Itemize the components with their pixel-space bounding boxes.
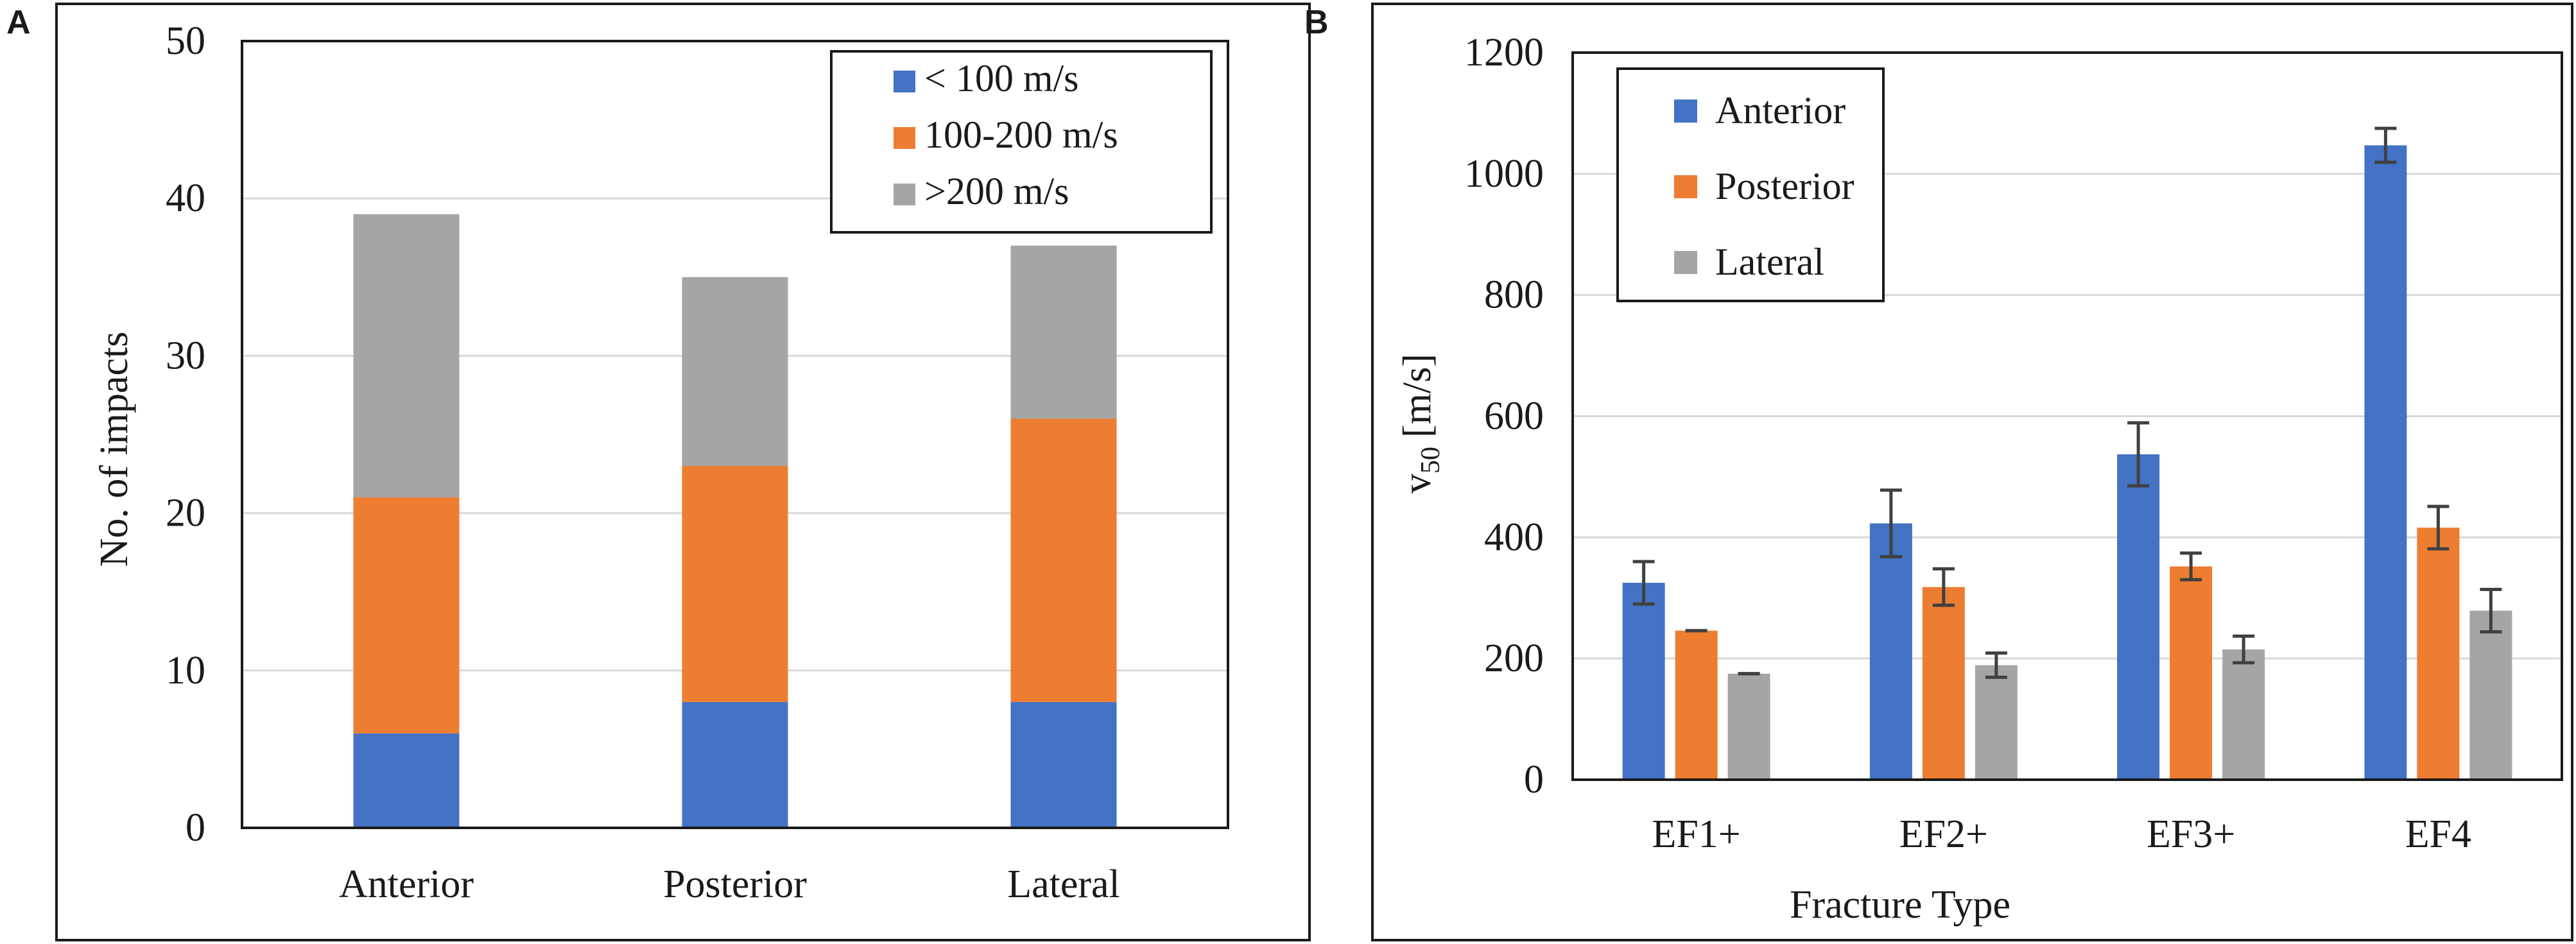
panel-a-y-tick-label: 0: [186, 806, 205, 850]
panel-a-bar-segment: [1010, 701, 1117, 828]
panel-a-bar-segment: [682, 277, 788, 467]
panel-a-legend-label: < 100 m/s: [924, 57, 1079, 99]
panel-b-bar: [1622, 583, 1665, 780]
panel-b-x-tick-label: EF2+: [1899, 812, 1988, 856]
panel-a-y-tick-label: 30: [166, 334, 205, 377]
panel-b-bar: [1922, 587, 1965, 780]
panel-a-legend-label: 100-200 m/s: [924, 114, 1118, 156]
panel-b-bar: [2364, 145, 2407, 780]
panel-b-y-axis-label-main: v: [1396, 474, 1439, 493]
panel-a-y-tick-label: 20: [166, 492, 205, 535]
panel-b-legend-label: Anterior: [1715, 89, 1846, 132]
panel-b-y-tick-label: 1200: [1464, 31, 1544, 74]
panel-a-bar-segment: [682, 701, 788, 828]
panel-b-bar: [1975, 665, 2018, 780]
panel-b-x-tick-label: EF3+: [2147, 812, 2235, 856]
panel-a-legend-swatch: [894, 184, 915, 205]
panel-b-y-ticks: 0 200 400 600 800 1000 1200: [1464, 31, 1544, 802]
panel-b-legend-swatch: [1674, 175, 1697, 198]
panel-a: A 0 10 20 30 40 50 Anterior Posterior Lateral N…: [6, 3, 1311, 941]
panel-a-bar-segment: [353, 497, 460, 734]
panel-a-plot-area: [241, 40, 1229, 829]
panel-b-error-bars: [1632, 126, 2502, 679]
panel-b-y-axis-label-sub: 50: [1416, 447, 1446, 474]
panel-b-legend-box: [1616, 67, 1885, 302]
panel-a-x-tick-label: Anterior: [339, 862, 474, 906]
panel-a-x-tick-label: Posterior: [663, 862, 807, 906]
panel-b-bar: [1675, 630, 1718, 780]
panel-b-legend-swatch: [1674, 99, 1697, 123]
panel-a-bar-segment: [1010, 245, 1117, 419]
panel-b-y-tick-label: 800: [1484, 273, 1544, 317]
panel-b-y-tick-label: 600: [1484, 395, 1544, 438]
panel-b-bar: [2469, 610, 2512, 780]
panel-b-letter: B: [1304, 4, 1329, 41]
panel-b-bar: [2117, 454, 2160, 780]
panel-b-y-tick-label: 200: [1484, 637, 1544, 680]
panel-b-x-tick-label: EF4: [2405, 812, 2471, 856]
panel-b-legend-label: Posterior: [1715, 165, 1854, 207]
panel-b-bar: [1869, 523, 1912, 780]
panel-b-x-tick-label: EF1+: [1652, 812, 1740, 856]
panel-a-legend-swatch: [894, 71, 915, 92]
panel-a-legend-swatch: [894, 127, 915, 149]
panel-a-x-ticks: Anterior Posterior Lateral: [339, 862, 1120, 906]
panel-b-bar: [2222, 649, 2265, 780]
panel-a-letter: A: [6, 4, 31, 41]
panel-a-x-tick-label: Lateral: [1007, 862, 1120, 906]
panel-a-y-tick-label: 10: [166, 649, 205, 692]
panel-a-frame: [55, 3, 1311, 941]
panel-a-y-tick-label: 40: [166, 176, 205, 220]
panel-a-bars: [353, 214, 1117, 828]
panel-a-legend-label: >200 m/s: [924, 170, 1069, 212]
panel-b-legend-label: Lateral: [1715, 241, 1824, 283]
panel-a-bar-segment: [353, 214, 460, 498]
panel-b-plot-area: [1571, 51, 2563, 781]
panel-a-y-tick-label: 50: [166, 19, 205, 63]
panel-b-legend: Anterior Posterior Lateral: [1616, 67, 1885, 302]
panel-b-x-axis-label: Fracture Type: [1790, 883, 2010, 927]
panel-b-x-ticks: EF1+ EF2+ EF3+ EF4: [1652, 812, 2471, 856]
panel-b-legend-swatch: [1674, 251, 1697, 274]
panel-b-y-axis-label-unit: [m/s]: [1396, 354, 1439, 438]
panel-b-y-tick-label: 0: [1524, 758, 1544, 802]
panel-b-y-tick-label: 400: [1484, 515, 1544, 559]
panel-b-bar: [2170, 566, 2213, 780]
panel-b-y-axis-label: v50 [m/s]: [1396, 354, 1446, 493]
panel-a-legend: < 100 m/s 100-200 m/s >200 m/s: [830, 50, 1213, 234]
panel-a-bar-segment: [1010, 418, 1117, 702]
panel-a-y-ticks: 0 10 20 30 40 50: [166, 19, 205, 850]
panel-b-bars: [1622, 145, 2512, 780]
panel-a-bar-segment: [353, 733, 460, 828]
panel-a-y-axis-label: No. of impacts: [92, 332, 136, 567]
panel-b-bar: [2417, 528, 2460, 780]
panel-b-y-tick-label: 1000: [1464, 152, 1544, 196]
panel-b-bar: [1727, 673, 1770, 780]
panel-b-frame: [1371, 3, 2573, 941]
panel-a-bar-segment: [682, 466, 788, 702]
